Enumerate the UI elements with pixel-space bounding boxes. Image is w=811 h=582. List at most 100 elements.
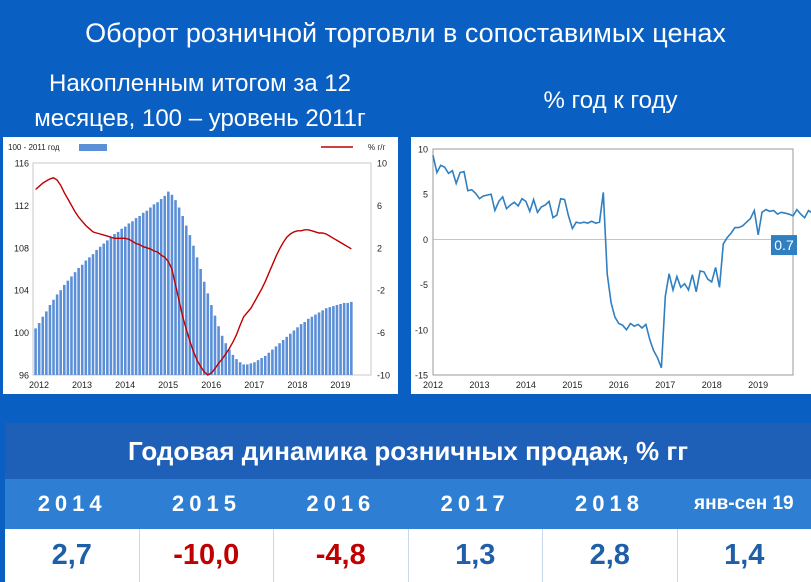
index-bar <box>167 191 170 375</box>
index-bar <box>184 225 188 375</box>
index-bar <box>321 310 324 375</box>
index-bar <box>310 316 314 375</box>
index-bar <box>70 276 73 375</box>
index-bar <box>306 318 310 375</box>
index-bar <box>289 333 292 375</box>
x-tick-label: 2013 <box>72 380 92 390</box>
years-row: 2014 2015 2016 2017 2018 янв-сен 19 <box>5 479 811 529</box>
index-bar <box>113 234 116 375</box>
value-cell: 1,3 <box>409 529 543 582</box>
index-bar <box>181 216 184 375</box>
x-tick-label: 2017 <box>244 380 264 390</box>
left-chart-panel: 116 112 108 104 100 96 10 6 2 -2 -6 -10 2012 2013 2014… <box>3 137 398 394</box>
x-tick-label: 2014 <box>516 380 536 390</box>
legend-label: 100 - 2011 год <box>8 143 60 152</box>
y-left-tick-label: 96 <box>19 371 29 381</box>
y-left-tick-label: 116 <box>15 159 29 169</box>
index-bar <box>149 207 152 375</box>
index-bar <box>199 269 202 375</box>
index-bar <box>228 349 231 375</box>
index-bar <box>242 364 245 375</box>
legend-swatch-bars <box>79 144 107 151</box>
index-bar <box>59 290 62 375</box>
y-tick-label: -5 <box>420 280 428 290</box>
index-bar <box>52 299 55 375</box>
y-tick-label: -10 <box>415 325 428 335</box>
annual-dynamics-table: Годовая динамика розничных продаж, % гг … <box>5 423 811 582</box>
index-bar <box>296 327 299 375</box>
index-bar <box>102 243 106 375</box>
left-subtitle-line1: Накопленным итогом за 12 <box>48 70 351 97</box>
index-bar <box>152 204 156 375</box>
x-tick-label: 2019 <box>330 380 350 390</box>
y-right-tick-label: -10 <box>377 371 390 381</box>
index-bar <box>350 301 353 375</box>
index-bar <box>224 343 228 375</box>
index-bar <box>314 314 317 375</box>
index-bar <box>127 223 131 375</box>
index-bar <box>62 284 66 375</box>
index-bar <box>342 302 346 375</box>
x-tick-label: 2019 <box>748 380 768 390</box>
year-cell: янв-сен 19 <box>694 493 794 514</box>
index-bar <box>192 245 195 375</box>
index-bar <box>210 305 213 375</box>
table-title: Годовая динамика розничных продаж, % гг <box>5 423 811 479</box>
index-bar <box>109 237 113 375</box>
index-bar <box>77 267 80 375</box>
index-bar <box>285 336 289 375</box>
year-cell: 2015 <box>172 491 241 516</box>
index-bar <box>238 362 242 375</box>
index-bar <box>202 281 206 375</box>
index-bar <box>231 354 235 375</box>
year-cell: 2014 <box>37 491 107 516</box>
index-bar <box>299 324 303 375</box>
y-tick-label: -15 <box>415 371 428 381</box>
index-bar <box>335 305 339 375</box>
index-bar <box>66 280 70 375</box>
index-bar <box>346 302 350 375</box>
index-bar <box>163 195 167 375</box>
index-bar <box>84 260 88 375</box>
x-tick-label: 2018 <box>287 380 307 390</box>
value-cell: 2,7 <box>5 529 140 582</box>
year-cell: 2016 <box>306 491 376 516</box>
index-bar <box>303 322 306 375</box>
x-tick-label: 2015 <box>158 380 178 390</box>
index-bar <box>188 235 192 375</box>
value-cell: 1,4 <box>724 539 765 571</box>
cumulative-index-chart: 116 112 108 104 100 96 10 6 2 -2 -6 -10 2012 2013 2014… <box>8 143 390 390</box>
index-bar <box>213 315 217 375</box>
y-tick-label: 5 <box>423 190 428 200</box>
index-bar <box>170 194 174 375</box>
index-bar <box>245 364 249 375</box>
value-cell: 2,8 <box>543 529 678 582</box>
left-subtitle-line2: месяцев, 100 – уровень 2011г <box>34 105 366 132</box>
y-right-tick-label: 2 <box>377 243 382 253</box>
index-bar <box>145 210 149 375</box>
yoy-blue-line <box>432 155 811 369</box>
index-bar <box>45 311 48 375</box>
right-chart-subtitle: % год к году <box>543 87 678 114</box>
index-bar <box>98 246 102 375</box>
index-bar <box>256 360 260 375</box>
left-chart-subtitle: Накопленным итогом за 12 месяцев, 100 – … <box>0 66 400 136</box>
year-cell: 2018 <box>575 491 644 516</box>
yoy-red-line <box>35 177 352 376</box>
y-left-tick-label: 112 <box>15 201 29 211</box>
index-bar <box>317 312 321 375</box>
index-bar <box>249 363 253 375</box>
index-bar <box>34 328 37 375</box>
index-bar <box>88 257 91 375</box>
index-bar <box>48 305 52 375</box>
index-bar <box>278 343 281 375</box>
index-bar <box>267 352 271 375</box>
y-right-tick-label: -2 <box>377 286 385 296</box>
index-bar <box>274 346 278 375</box>
y-right-tick-label: 6 <box>377 201 382 211</box>
index-bar <box>235 359 238 375</box>
index-bar <box>116 231 120 375</box>
page-title: Оборот розничной торговли в сопоставимых… <box>85 18 726 48</box>
legend-label: % г/г <box>368 143 385 152</box>
index-bar <box>263 355 267 375</box>
